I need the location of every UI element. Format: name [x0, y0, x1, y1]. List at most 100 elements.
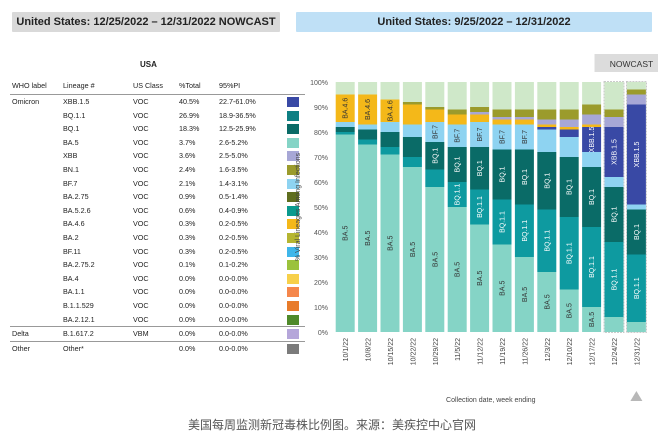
prediction-interval-cell: 0.2-0.5%	[219, 232, 248, 242]
bar-segment	[335, 132, 355, 135]
segment-label: XBB.1.5	[589, 127, 596, 153]
table-row: BA.5 VOC 3.7% 2.6-5.2%	[10, 136, 305, 150]
segment-label: BQ.1	[455, 156, 462, 172]
column-header: %Total	[177, 78, 217, 95]
us-class-cell: VOC	[133, 314, 149, 324]
bar-segment	[582, 104, 602, 115]
table-row: BA.5.2.6 VOC 0.6% 0.4-0.9%	[10, 204, 305, 218]
segment-label: BF.7	[432, 125, 439, 139]
prediction-interval-cell: 0.2-0.5%	[219, 246, 248, 256]
bar-segment	[626, 204, 646, 210]
y-tick-label: 0%	[318, 330, 328, 337]
segment-label: BF.7	[477, 127, 484, 141]
nowcast-triangle-icon	[630, 391, 643, 401]
who-label-cell	[10, 190, 61, 204]
lineage-color-swatch	[287, 205, 299, 216]
bar-segment	[537, 119, 557, 125]
percent-total-cell: 0.0%	[177, 326, 217, 342]
bar-segment	[537, 82, 557, 110]
column-header: WHO label	[10, 78, 61, 95]
color-swatch-cell	[285, 231, 305, 245]
bar-segment	[492, 119, 512, 125]
bar-segment	[559, 82, 579, 110]
bar-segment	[582, 152, 602, 167]
who-label-cell	[10, 217, 61, 231]
lineage-color-swatch	[287, 343, 299, 354]
lineage-cell: B.1.1.529	[63, 300, 94, 310]
us-class-cell: VOC	[133, 219, 149, 229]
bar-segment	[335, 134, 355, 332]
prediction-interval-cell: 0.0-0.0%	[217, 326, 285, 342]
bar-segment	[447, 207, 467, 332]
color-swatch-cell	[285, 299, 305, 313]
segment-label: BA.5	[522, 287, 529, 302]
lineage-color-swatch	[287, 151, 299, 162]
segment-label: BQ.1	[589, 189, 596, 205]
bar-segment	[626, 82, 646, 90]
y-tick-label: 40%	[314, 230, 328, 237]
who-label-cell	[10, 163, 61, 177]
color-swatch-cell	[285, 122, 305, 136]
who-label-cell	[10, 177, 61, 191]
bar-segment	[470, 112, 490, 115]
segment-label: BA.5	[500, 281, 507, 296]
who-label-cell: Omicron	[12, 97, 40, 106]
prediction-interval-cell: 2.5-5.0%	[219, 151, 248, 161]
table-row: BF.7 VOC 2.1% 1.4-3.1%	[10, 177, 305, 191]
percent-total-cell: 2.4%	[179, 164, 196, 174]
segment-label: BA.5	[544, 294, 551, 309]
who-label-cell: Other	[10, 340, 61, 356]
percent-total-cell: 0.0%	[179, 314, 196, 324]
table-row: Other Other* 0.0% 0.0-0.0%	[10, 340, 305, 356]
percent-total-cell: 18.3%	[179, 124, 200, 134]
y-tick-label: 10%	[314, 305, 328, 312]
bar-segment	[380, 82, 400, 100]
table-row: BA.2.75 VOC 0.9% 0.5-1.4%	[10, 190, 305, 204]
y-tick-label: 30%	[314, 255, 328, 262]
lineage-cell: XBB	[63, 151, 78, 161]
percent-total-cell: 0.0%	[179, 300, 196, 310]
y-tick-label: 60%	[314, 180, 328, 187]
segment-label: BA.5	[477, 271, 484, 286]
lineage-cell: BQ.1.1	[63, 110, 86, 120]
color-swatch-cell	[285, 313, 305, 327]
prediction-interval-cell: 0.0-0.0%	[219, 273, 248, 283]
who-label-cell	[10, 204, 61, 218]
us-class-cell	[131, 340, 177, 356]
bar-segment	[447, 147, 467, 182]
bar-segment	[582, 227, 602, 307]
bar-segment	[582, 307, 602, 332]
segment-label: BQ.1	[477, 160, 484, 176]
prediction-interval-cell: 0.0-0.0%	[219, 314, 248, 324]
table-row: Omicron XBB.1.5 VOC 40.5% 22.7-61.0%	[10, 95, 305, 109]
who-label-cell	[10, 285, 61, 299]
segment-label: BQ.1.1	[477, 196, 484, 218]
lineage-color-swatch	[287, 314, 299, 325]
who-label-cell: Delta	[10, 326, 61, 342]
segment-label: BA.5	[343, 226, 350, 241]
prediction-interval-cell: 0.0-0.0%	[219, 300, 248, 310]
bar-segment	[335, 127, 355, 132]
bar-segment	[380, 122, 400, 132]
prediction-interval-cell: 0.2-0.5%	[219, 219, 248, 229]
bar-segment	[425, 109, 445, 122]
segment-label: BA.5	[388, 236, 395, 251]
segment-label: BQ.1	[522, 169, 529, 185]
lineage-cell: BA.5.2.6	[63, 205, 91, 215]
left-panel-header: United States: 12/25/2022 – 12/31/2022 N…	[12, 12, 280, 32]
segment-label: BF.7	[500, 130, 507, 144]
lineage-cell: BA.1.1	[63, 287, 85, 297]
bar-segment	[492, 124, 512, 150]
percent-total-cell: 3.6%	[179, 151, 196, 161]
segment-label: BQ.1.1	[589, 256, 596, 278]
percent-total-cell: 40.5%	[179, 97, 200, 106]
us-class-cell: VOC	[133, 232, 149, 242]
bar-segment	[335, 82, 355, 95]
segment-label: XBB.1.5	[634, 142, 641, 168]
who-label-cell	[10, 136, 61, 150]
x-tick-label: 11/5/22	[455, 338, 462, 361]
bar-segment	[358, 144, 378, 332]
bar-segment	[492, 82, 512, 110]
color-swatch-cell	[285, 217, 305, 231]
bar-segment	[380, 99, 400, 122]
